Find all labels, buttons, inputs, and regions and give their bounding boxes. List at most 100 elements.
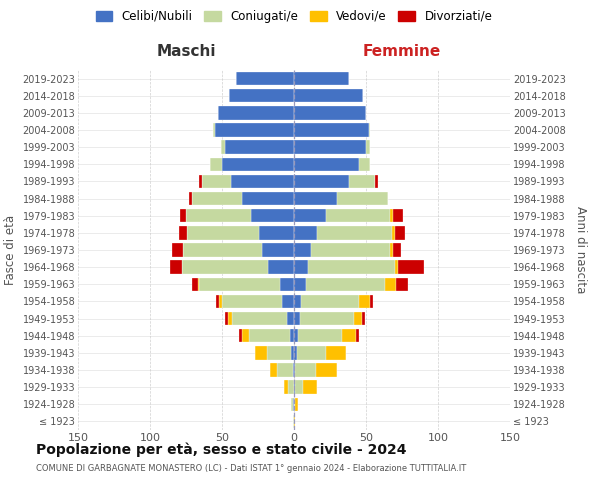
Text: Maschi: Maschi (156, 44, 216, 59)
Bar (362, 312, 365, 326)
Bar (290, 329, 294, 342)
Bar (251, 209, 294, 222)
Bar (341, 329, 356, 342)
Bar (192, 192, 242, 205)
Bar (294, 106, 366, 120)
Bar (396, 278, 408, 291)
Bar (189, 192, 192, 205)
Text: COMUNE DI GARBAGNATE MONASTERO (LC) - Dati ISTAT 1° gennaio 2024 - Elaborazione : COMUNE DI GARBAGNATE MONASTERO (LC) - Da… (36, 464, 466, 473)
Bar (236, 72, 294, 86)
Bar (326, 209, 391, 222)
Bar (268, 260, 294, 274)
Bar (293, 364, 294, 376)
Bar (394, 209, 403, 222)
Bar (398, 260, 424, 274)
Bar (287, 312, 294, 326)
Bar (337, 192, 388, 205)
Bar (326, 346, 346, 360)
Bar (219, 294, 222, 308)
Bar (395, 226, 405, 239)
Bar (291, 398, 293, 411)
Bar (294, 329, 298, 342)
Bar (302, 380, 317, 394)
Bar (284, 380, 288, 394)
Bar (385, 278, 396, 291)
Bar (239, 329, 242, 342)
Bar (291, 346, 294, 360)
Bar (294, 380, 295, 394)
Bar (359, 294, 370, 308)
Bar (295, 398, 298, 411)
Bar (222, 294, 283, 308)
Bar (266, 346, 291, 360)
Bar (197, 278, 199, 291)
Bar (294, 158, 359, 171)
Bar (395, 260, 398, 274)
Bar (283, 294, 294, 308)
Bar (269, 364, 277, 376)
Bar (255, 346, 266, 360)
Bar (293, 398, 294, 411)
Bar (294, 364, 295, 376)
Bar (370, 294, 373, 308)
Bar (295, 364, 316, 376)
Bar (183, 244, 262, 256)
Bar (308, 260, 395, 274)
Bar (294, 244, 311, 256)
Bar (359, 158, 370, 171)
Bar (294, 346, 297, 360)
Bar (369, 124, 370, 136)
Bar (230, 174, 294, 188)
Bar (294, 140, 366, 154)
Bar (294, 260, 308, 274)
Bar (288, 380, 294, 394)
Bar (250, 329, 290, 342)
Bar (294, 278, 305, 291)
Bar (229, 89, 294, 102)
Bar (294, 209, 326, 222)
Bar (186, 209, 251, 222)
Y-axis label: Anni di nascita: Anni di nascita (574, 206, 587, 294)
Bar (294, 312, 300, 326)
Bar (216, 294, 219, 308)
Bar (374, 174, 377, 188)
Bar (391, 209, 394, 222)
Bar (295, 380, 302, 394)
Bar (211, 158, 222, 171)
Bar (170, 260, 182, 274)
Bar (179, 226, 187, 239)
Bar (199, 278, 280, 291)
Bar (294, 192, 337, 205)
Bar (225, 312, 228, 326)
Bar (392, 226, 395, 239)
Bar (225, 140, 294, 154)
Bar (222, 158, 294, 171)
Bar (221, 140, 225, 154)
Bar (202, 174, 230, 188)
Text: Femmine: Femmine (363, 44, 441, 59)
Bar (215, 124, 294, 136)
Bar (298, 329, 341, 342)
Bar (349, 174, 374, 188)
Bar (182, 260, 268, 274)
Bar (394, 244, 401, 256)
Bar (242, 192, 294, 205)
Bar (297, 346, 326, 360)
Legend: Celibi/Nubili, Coniugati/e, Vedovi/e, Divorziati/e: Celibi/Nubili, Coniugati/e, Vedovi/e, Di… (91, 5, 497, 28)
Bar (294, 89, 363, 102)
Bar (192, 278, 197, 291)
Bar (305, 278, 385, 291)
Bar (355, 312, 362, 326)
Bar (294, 398, 295, 411)
Bar (232, 312, 287, 326)
Bar (294, 294, 301, 308)
Bar (294, 414, 295, 428)
Bar (316, 364, 337, 376)
Bar (187, 226, 259, 239)
Bar (172, 244, 183, 256)
Bar (356, 329, 359, 342)
Bar (277, 364, 293, 376)
Bar (317, 226, 392, 239)
Bar (242, 329, 250, 342)
Bar (294, 72, 349, 86)
